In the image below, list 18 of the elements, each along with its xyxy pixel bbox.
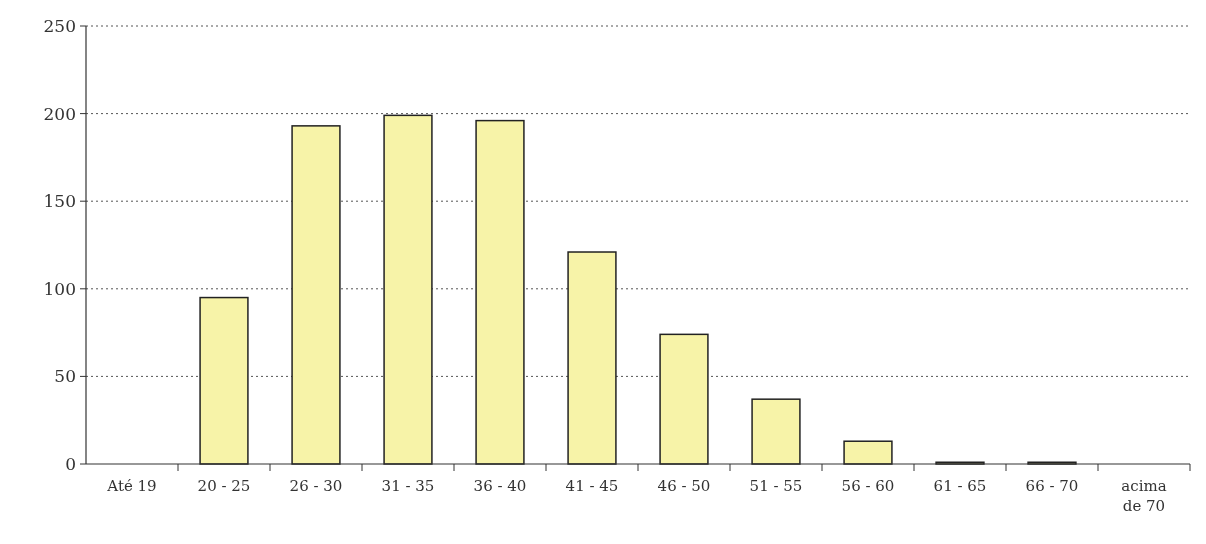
- x-tick-label: 66 - 70: [1025, 477, 1079, 495]
- x-tick-label: Até 19: [106, 477, 157, 495]
- x-tick-label: 26 - 30: [289, 477, 343, 495]
- y-tick-label: 200: [43, 103, 76, 124]
- x-tick-label: 51 - 55: [749, 477, 803, 495]
- y-tick-label: 150: [43, 191, 76, 212]
- x-tick-label: 46 - 50: [657, 477, 711, 495]
- x-tick-label: 36 - 40: [473, 477, 527, 495]
- y-tick-label: 0: [65, 453, 76, 474]
- y-tick-label: 100: [43, 278, 76, 299]
- x-tick-label: 20 - 25: [197, 477, 251, 495]
- x-tick-label: 41 - 45: [565, 477, 619, 495]
- y-tick-label: 50: [54, 366, 76, 387]
- x-tick-label: 56 - 60: [841, 477, 895, 495]
- x-tick-label: 31 - 35: [381, 477, 435, 495]
- y-tick-label: 250: [43, 15, 76, 36]
- x-tick-label: 61 - 65: [933, 477, 987, 495]
- x-tick-label: acima de 70: [1121, 477, 1167, 515]
